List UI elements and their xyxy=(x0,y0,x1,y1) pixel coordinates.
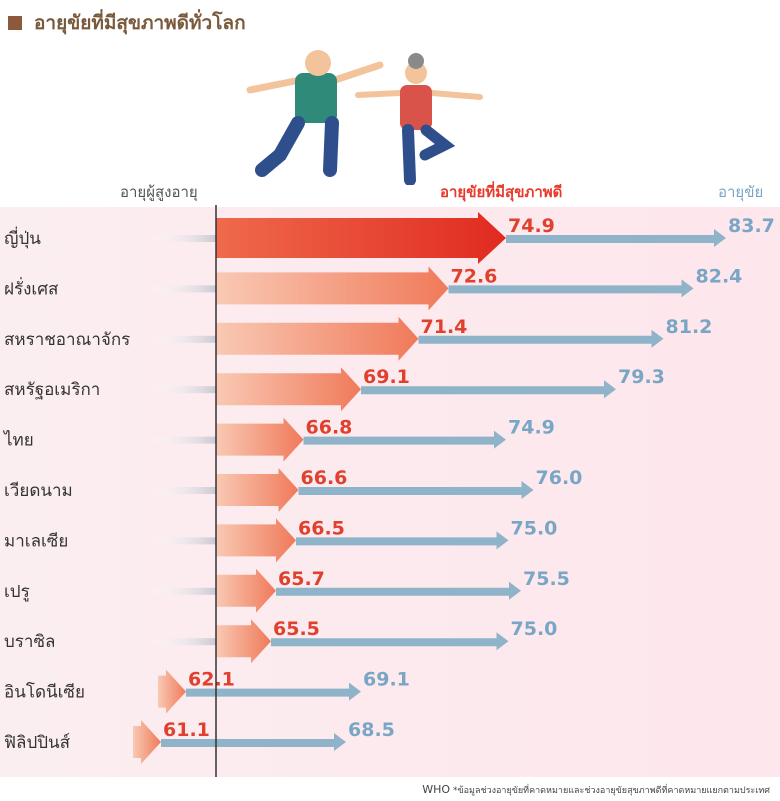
footer-source: WHO xyxy=(422,783,451,796)
healthy-life-arrow xyxy=(216,266,449,311)
baseline-bar xyxy=(150,537,216,545)
healthy-value-label: 66.8 xyxy=(306,417,353,439)
life-value-label: 82.4 xyxy=(696,265,743,287)
life-value-label: 81.2 xyxy=(666,316,713,338)
healthy-value-label: 65.7 xyxy=(278,568,325,590)
category-label: ญี่ปุ่น xyxy=(4,226,41,249)
category-label: เวียดนาม xyxy=(4,481,73,501)
life-expectancy-arrow xyxy=(361,380,616,399)
category-label: สหราชอาณาจักร xyxy=(4,330,130,350)
category-label: ฟิลิปปินส์ xyxy=(4,733,71,753)
baseline-bar xyxy=(150,638,216,646)
healthy-value-label: 62.1 xyxy=(188,669,235,691)
title-marker xyxy=(8,16,22,30)
life-expectancy-arrow xyxy=(506,229,726,247)
category-label: ไทย xyxy=(2,430,34,451)
life-expectancy-arrow xyxy=(186,682,361,701)
life-value-label: 75.5 xyxy=(523,568,570,590)
life-expectancy-arrow xyxy=(271,632,509,651)
healthy-life-arrow xyxy=(216,468,299,512)
life-value-label: 83.7 xyxy=(728,215,775,237)
healthy-value-label: 66.6 xyxy=(301,467,348,489)
healthy-value-label: 61.1 xyxy=(163,719,210,741)
category-label: บราซิล xyxy=(4,632,55,652)
life-expectancy-arrow xyxy=(448,279,694,298)
healthy-value-label: 69.1 xyxy=(363,366,410,388)
baseline-bar xyxy=(150,487,216,494)
healthy-life-arrow xyxy=(158,669,186,714)
healthy-life-arrow xyxy=(216,417,304,462)
category-label: ฝรั่งเศส xyxy=(4,276,59,299)
woman-figure xyxy=(355,53,483,185)
life-expectancy-arrow xyxy=(418,329,664,348)
baseline-bar xyxy=(150,587,216,595)
man-figure xyxy=(246,50,384,177)
healthy-value-label: 66.5 xyxy=(298,517,345,539)
baseline-bar xyxy=(150,285,216,293)
category-label: สหรัฐอเมริกา xyxy=(4,380,100,400)
category-label: มาเลเซีย xyxy=(4,531,68,551)
people-illustration xyxy=(246,50,483,185)
life-value-label: 79.3 xyxy=(618,366,665,388)
life-expectancy-arrow xyxy=(276,581,521,600)
healthy-life-arrow xyxy=(133,720,161,764)
life-value-label: 75.0 xyxy=(511,517,558,539)
title-text: อายุขัยที่มีสุขภาพดีทั่วโลก xyxy=(34,12,246,34)
legend-baseline: อายุผู้สูงอายุ xyxy=(120,183,198,201)
healthy-life-arrow xyxy=(216,316,419,361)
footer: WHO *ข้อมูลช่วงอายุขัยที่คาดหมายและช่วงอ… xyxy=(422,783,770,797)
life-value-label: 69.1 xyxy=(363,669,410,691)
life-expectancy-arrow xyxy=(161,733,346,751)
baseline-bar xyxy=(150,235,216,242)
baseline-bar xyxy=(150,386,216,394)
life-value-label: 75.0 xyxy=(511,618,558,640)
life-value-label: 76.0 xyxy=(536,467,583,489)
baseline-bar xyxy=(150,436,216,444)
life-expectancy-arrow xyxy=(298,481,534,499)
legend-life: อายุขัย xyxy=(718,183,764,201)
baseline-bar xyxy=(150,335,216,343)
healthy-life-arrow xyxy=(216,619,271,664)
healthy-value-label: 65.5 xyxy=(273,618,320,640)
healthy-life-arrow xyxy=(216,568,276,613)
life-value-label: 68.5 xyxy=(348,719,395,741)
chart-title: อายุขัยที่มีสุขภาพดีทั่วโลก xyxy=(8,8,246,38)
life-expectancy-arrow xyxy=(303,430,506,449)
healthy-value-label: 74.9 xyxy=(508,215,555,237)
healthy-value-label: 71.4 xyxy=(421,316,468,338)
life-expectancy-arrow xyxy=(296,531,509,550)
healthy-life-arrow xyxy=(216,367,361,412)
category-label: เปรู xyxy=(4,582,30,602)
legend-healthy: อายุขัยที่มีสุขภาพดี xyxy=(440,183,563,201)
life-value-label: 74.9 xyxy=(508,417,555,439)
healthy-life-arrow xyxy=(216,518,296,563)
healthy-value-label: 72.6 xyxy=(451,265,498,287)
category-label: อินโดนีเซีย xyxy=(4,682,85,703)
footer-note: *ข้อมูลช่วงอายุขัยที่คาดหมายและช่วงอายุข… xyxy=(452,786,770,796)
healthy-life-arrow xyxy=(216,212,506,264)
